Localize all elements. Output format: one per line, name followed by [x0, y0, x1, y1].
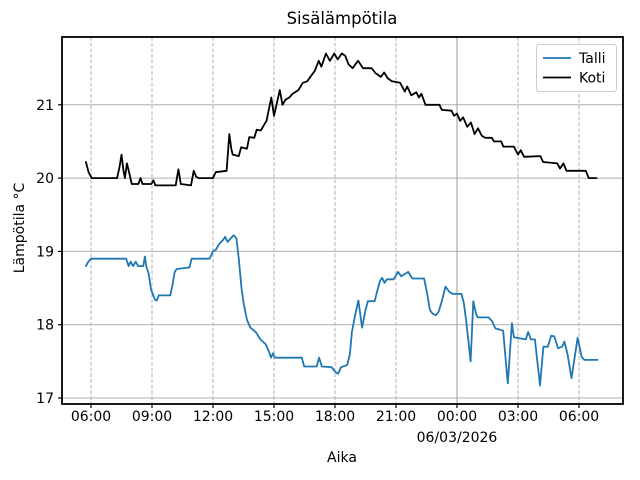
- x-tick-label: 03:00: [498, 409, 538, 425]
- chart-title: Sisälämpötila: [287, 9, 398, 28]
- data-series: [85, 52, 599, 387]
- y-tick-label: 17: [36, 391, 54, 407]
- horizontal-gridlines: [62, 104, 623, 399]
- x-axis-label: Aika: [327, 450, 357, 466]
- x-tick-label: 12:00: [193, 409, 233, 425]
- y-tick-label: 18: [36, 318, 54, 334]
- x-axis-date-label: 06/03/2026: [417, 430, 498, 446]
- x-axis-ticks: 06:00 09:00 12:00 15:00 18:00 21:00 00:00 03:00…: [71, 404, 599, 425]
- legend-talli-label: Talli: [578, 51, 605, 67]
- plot-background: [62, 37, 623, 404]
- x-tick-label: 00:00: [437, 409, 477, 425]
- x-tick-label: 06:00: [559, 409, 599, 425]
- x-tick-label: 09:00: [132, 409, 172, 425]
- x-tick-label: 15:00: [254, 409, 294, 425]
- plot-border: [61, 36, 624, 405]
- vertical-gridlines: [90, 37, 580, 404]
- series-line-talli: [85, 234, 599, 387]
- series-line-koti: [85, 52, 598, 187]
- y-tick-label: 19: [36, 244, 54, 260]
- y-axis-ticks: 17 18 19 20 21: [36, 98, 62, 407]
- legend: Talli Koti: [536, 44, 617, 92]
- y-axis-label: Lämpötila °C: [12, 183, 28, 274]
- x-tick-label: 18:00: [315, 409, 355, 425]
- x-tick-label: 21:00: [376, 409, 416, 425]
- legend-koti-label: Koti: [579, 71, 605, 87]
- y-tick-label: 20: [36, 171, 54, 187]
- legend-box: [536, 44, 617, 92]
- x-tick-label: 06:00: [71, 409, 111, 425]
- y-tick-label: 21: [36, 98, 54, 114]
